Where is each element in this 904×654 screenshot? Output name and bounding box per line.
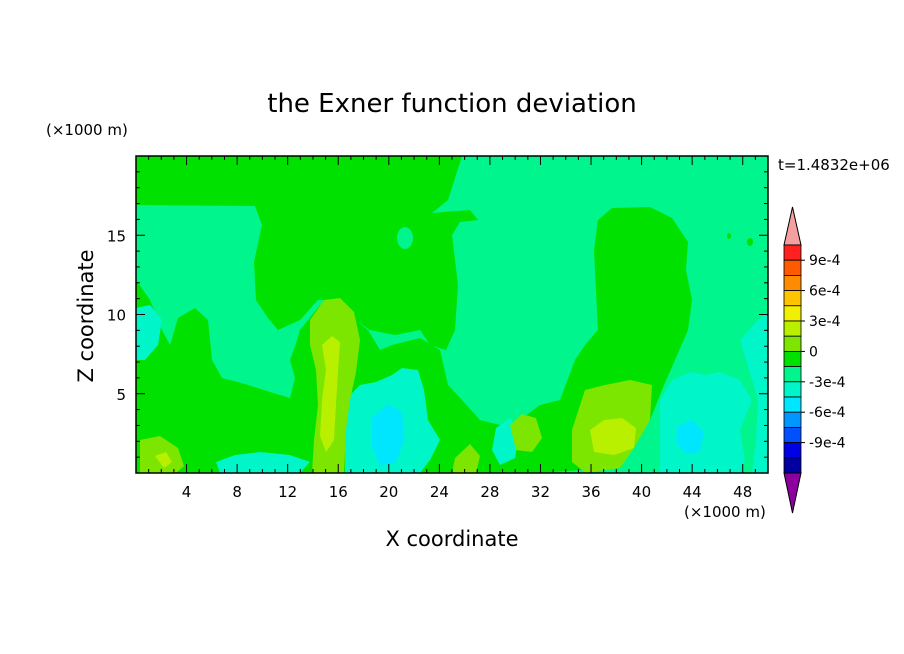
colorbar-swatch bbox=[783, 335, 802, 352]
colorbar-swatch bbox=[783, 305, 802, 322]
x-tick-label: 48 bbox=[733, 483, 752, 501]
time-label: t=1.4832e+06 bbox=[778, 156, 890, 174]
contour-negative-weak bbox=[740, 312, 768, 473]
colorbar-swatch bbox=[783, 290, 802, 307]
contour-positive-weak bbox=[136, 207, 692, 473]
colorbar-swatch bbox=[783, 320, 802, 337]
colorbar-swatch bbox=[783, 396, 802, 413]
y-unit-label: (×1000 m) bbox=[46, 121, 128, 139]
contour-negative-mid bbox=[372, 404, 404, 466]
contour-island bbox=[397, 227, 413, 249]
colorbar-min-arrow bbox=[783, 472, 802, 514]
x-tick-label: 16 bbox=[329, 483, 348, 501]
x-axis-label: X coordinate bbox=[385, 527, 518, 551]
colorbar-label: 9e-4 bbox=[809, 253, 841, 269]
colorbar-swatch bbox=[783, 366, 802, 383]
colorbar-swatch bbox=[783, 259, 802, 276]
colorbar-label: 0 bbox=[809, 344, 818, 360]
y-axis: 5 10 15 bbox=[107, 171, 768, 458]
contour-plot bbox=[136, 156, 768, 473]
colorbar-swatch bbox=[783, 350, 802, 367]
contour-island bbox=[747, 238, 753, 246]
colorbar-swatch bbox=[783, 426, 802, 443]
colorbar-label: -9e-4 bbox=[809, 436, 846, 452]
x-tick-label: 24 bbox=[430, 483, 449, 501]
colorbar-swatch bbox=[783, 244, 802, 261]
colorbar-label: -3e-4 bbox=[809, 375, 846, 391]
colorbar: 9e-4 6e-4 3e-4 0 -3e-4 -6e-4 -9e-4 bbox=[783, 206, 846, 514]
contour-negative-mid bbox=[676, 420, 704, 454]
x-tick-label: 4 bbox=[182, 483, 192, 501]
x-tick-label: 36 bbox=[581, 483, 600, 501]
colorbar-swatch bbox=[783, 442, 802, 459]
x-tick-label: 28 bbox=[480, 483, 499, 501]
contour-positive-strong bbox=[320, 336, 340, 452]
colorbar-label: 6e-4 bbox=[809, 284, 841, 300]
chart-title: the Exner function deviation bbox=[267, 89, 637, 119]
x-tick-label: 32 bbox=[531, 483, 550, 501]
x-unit-label: (×1000 m) bbox=[684, 503, 766, 521]
contour-negative-weak bbox=[660, 372, 752, 473]
y-tick-label: 15 bbox=[107, 227, 126, 245]
colorbar-label: -6e-4 bbox=[809, 405, 846, 421]
x-tick-label: 20 bbox=[379, 483, 398, 501]
colorbar-label: 3e-4 bbox=[809, 314, 841, 330]
x-tick-label: 12 bbox=[278, 483, 297, 501]
x-axis: 4 8 12 16 20 24 28 32 36 40 44 48 bbox=[148, 156, 756, 501]
contour-positive-mid bbox=[510, 414, 542, 452]
colorbar-swatch bbox=[783, 457, 802, 474]
x-tick-label: 40 bbox=[632, 483, 651, 501]
y-axis-label: Z coordinate bbox=[74, 249, 98, 382]
x-tick-label: 44 bbox=[683, 483, 702, 501]
contour-positive-mid bbox=[452, 444, 480, 473]
x-tick-label: 8 bbox=[232, 483, 242, 501]
colorbar-swatch bbox=[783, 411, 802, 428]
contour-island bbox=[727, 233, 731, 239]
contour-positive-strong bbox=[155, 452, 172, 468]
colorbar-swatch bbox=[783, 274, 802, 291]
contour-positive-weak bbox=[136, 156, 478, 350]
colorbar-max-arrow bbox=[783, 206, 802, 246]
y-tick-label: 5 bbox=[116, 386, 126, 404]
contour-positive-weak bbox=[136, 156, 152, 205]
contour-negative-weak bbox=[136, 305, 162, 360]
contour-negative-weak bbox=[216, 452, 310, 473]
colorbar-swatch bbox=[783, 381, 802, 398]
contour-positive-strong bbox=[590, 418, 636, 455]
y-tick-label: 10 bbox=[107, 307, 126, 325]
